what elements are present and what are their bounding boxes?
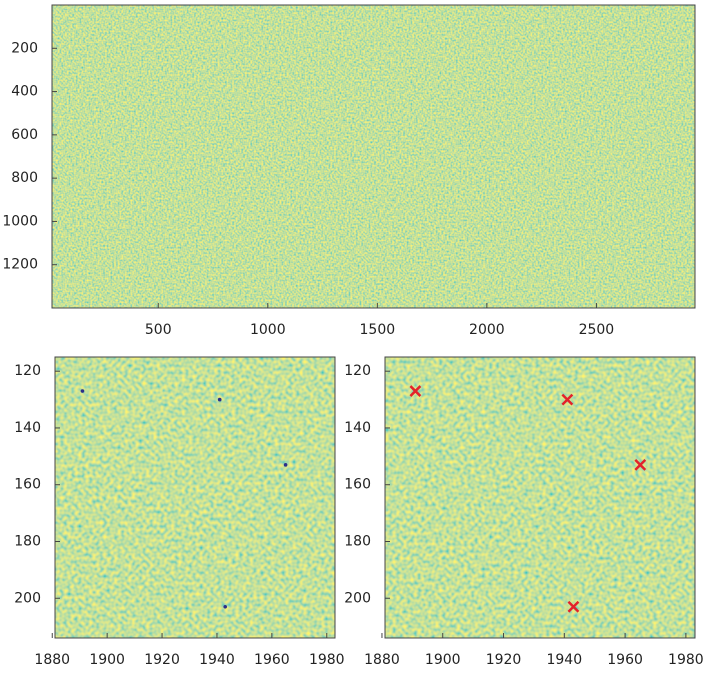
x-tick-label: 1980 [309,652,345,668]
plot-frame [51,4,696,309]
x-tick-label: 1960 [254,652,290,668]
heatmap-image [385,357,695,638]
x-tick-label: 1880 [34,652,70,668]
x-tick-label: 500 [145,322,172,338]
y-tick-label: 180 [14,533,41,549]
x-tick-label: 1500 [360,322,396,338]
dark-pixel [223,604,227,609]
dark-pixel [217,397,222,402]
plot-frame [384,356,696,639]
x-tick-label: 2000 [469,322,505,338]
y-tick-label: 160 [14,477,41,493]
x-tick-label: 1920 [486,652,522,668]
x-marker [634,458,647,471]
y-tick-label: 1000 [2,213,38,229]
y-tick-label: 140 [14,420,41,436]
y-tick-label: 400 [11,84,38,100]
x-tick-label: 1880 [364,652,400,668]
heatmap-image [52,5,695,308]
x-marker [409,385,422,397]
y-tick-label: 800 [11,170,38,186]
x-tick-label: 1980 [668,652,704,668]
y-tick-label: 120 [14,363,41,379]
x-tick-label: 1920 [144,652,180,668]
x-tick-label: 2500 [579,322,615,338]
y-tick-label: 600 [11,127,38,143]
y-tick-label: 200 [11,40,38,56]
x-marker [567,600,580,613]
x-tick-label: 1900 [425,652,461,668]
x-tick-label: 1900 [89,652,125,668]
x-tick-label: 1000 [250,322,286,338]
dark-pixel [283,463,288,467]
y-tick-label: 1200 [2,257,38,273]
y-tick-label: 200 [14,590,41,606]
dark-pixel [80,389,85,393]
plot-frame [54,356,336,639]
y-tick-label: 200 [344,590,371,606]
x-tick-label: 1940 [546,652,582,668]
x-tick-label: 1940 [199,652,235,668]
heatmap-image [55,357,335,638]
y-tick-label: 160 [344,477,371,493]
x-tick-label: 1960 [607,652,643,668]
y-tick-label: 120 [344,363,371,379]
x-marker [561,393,574,406]
y-tick-label: 140 [344,420,371,436]
y-tick-label: 180 [344,533,371,549]
